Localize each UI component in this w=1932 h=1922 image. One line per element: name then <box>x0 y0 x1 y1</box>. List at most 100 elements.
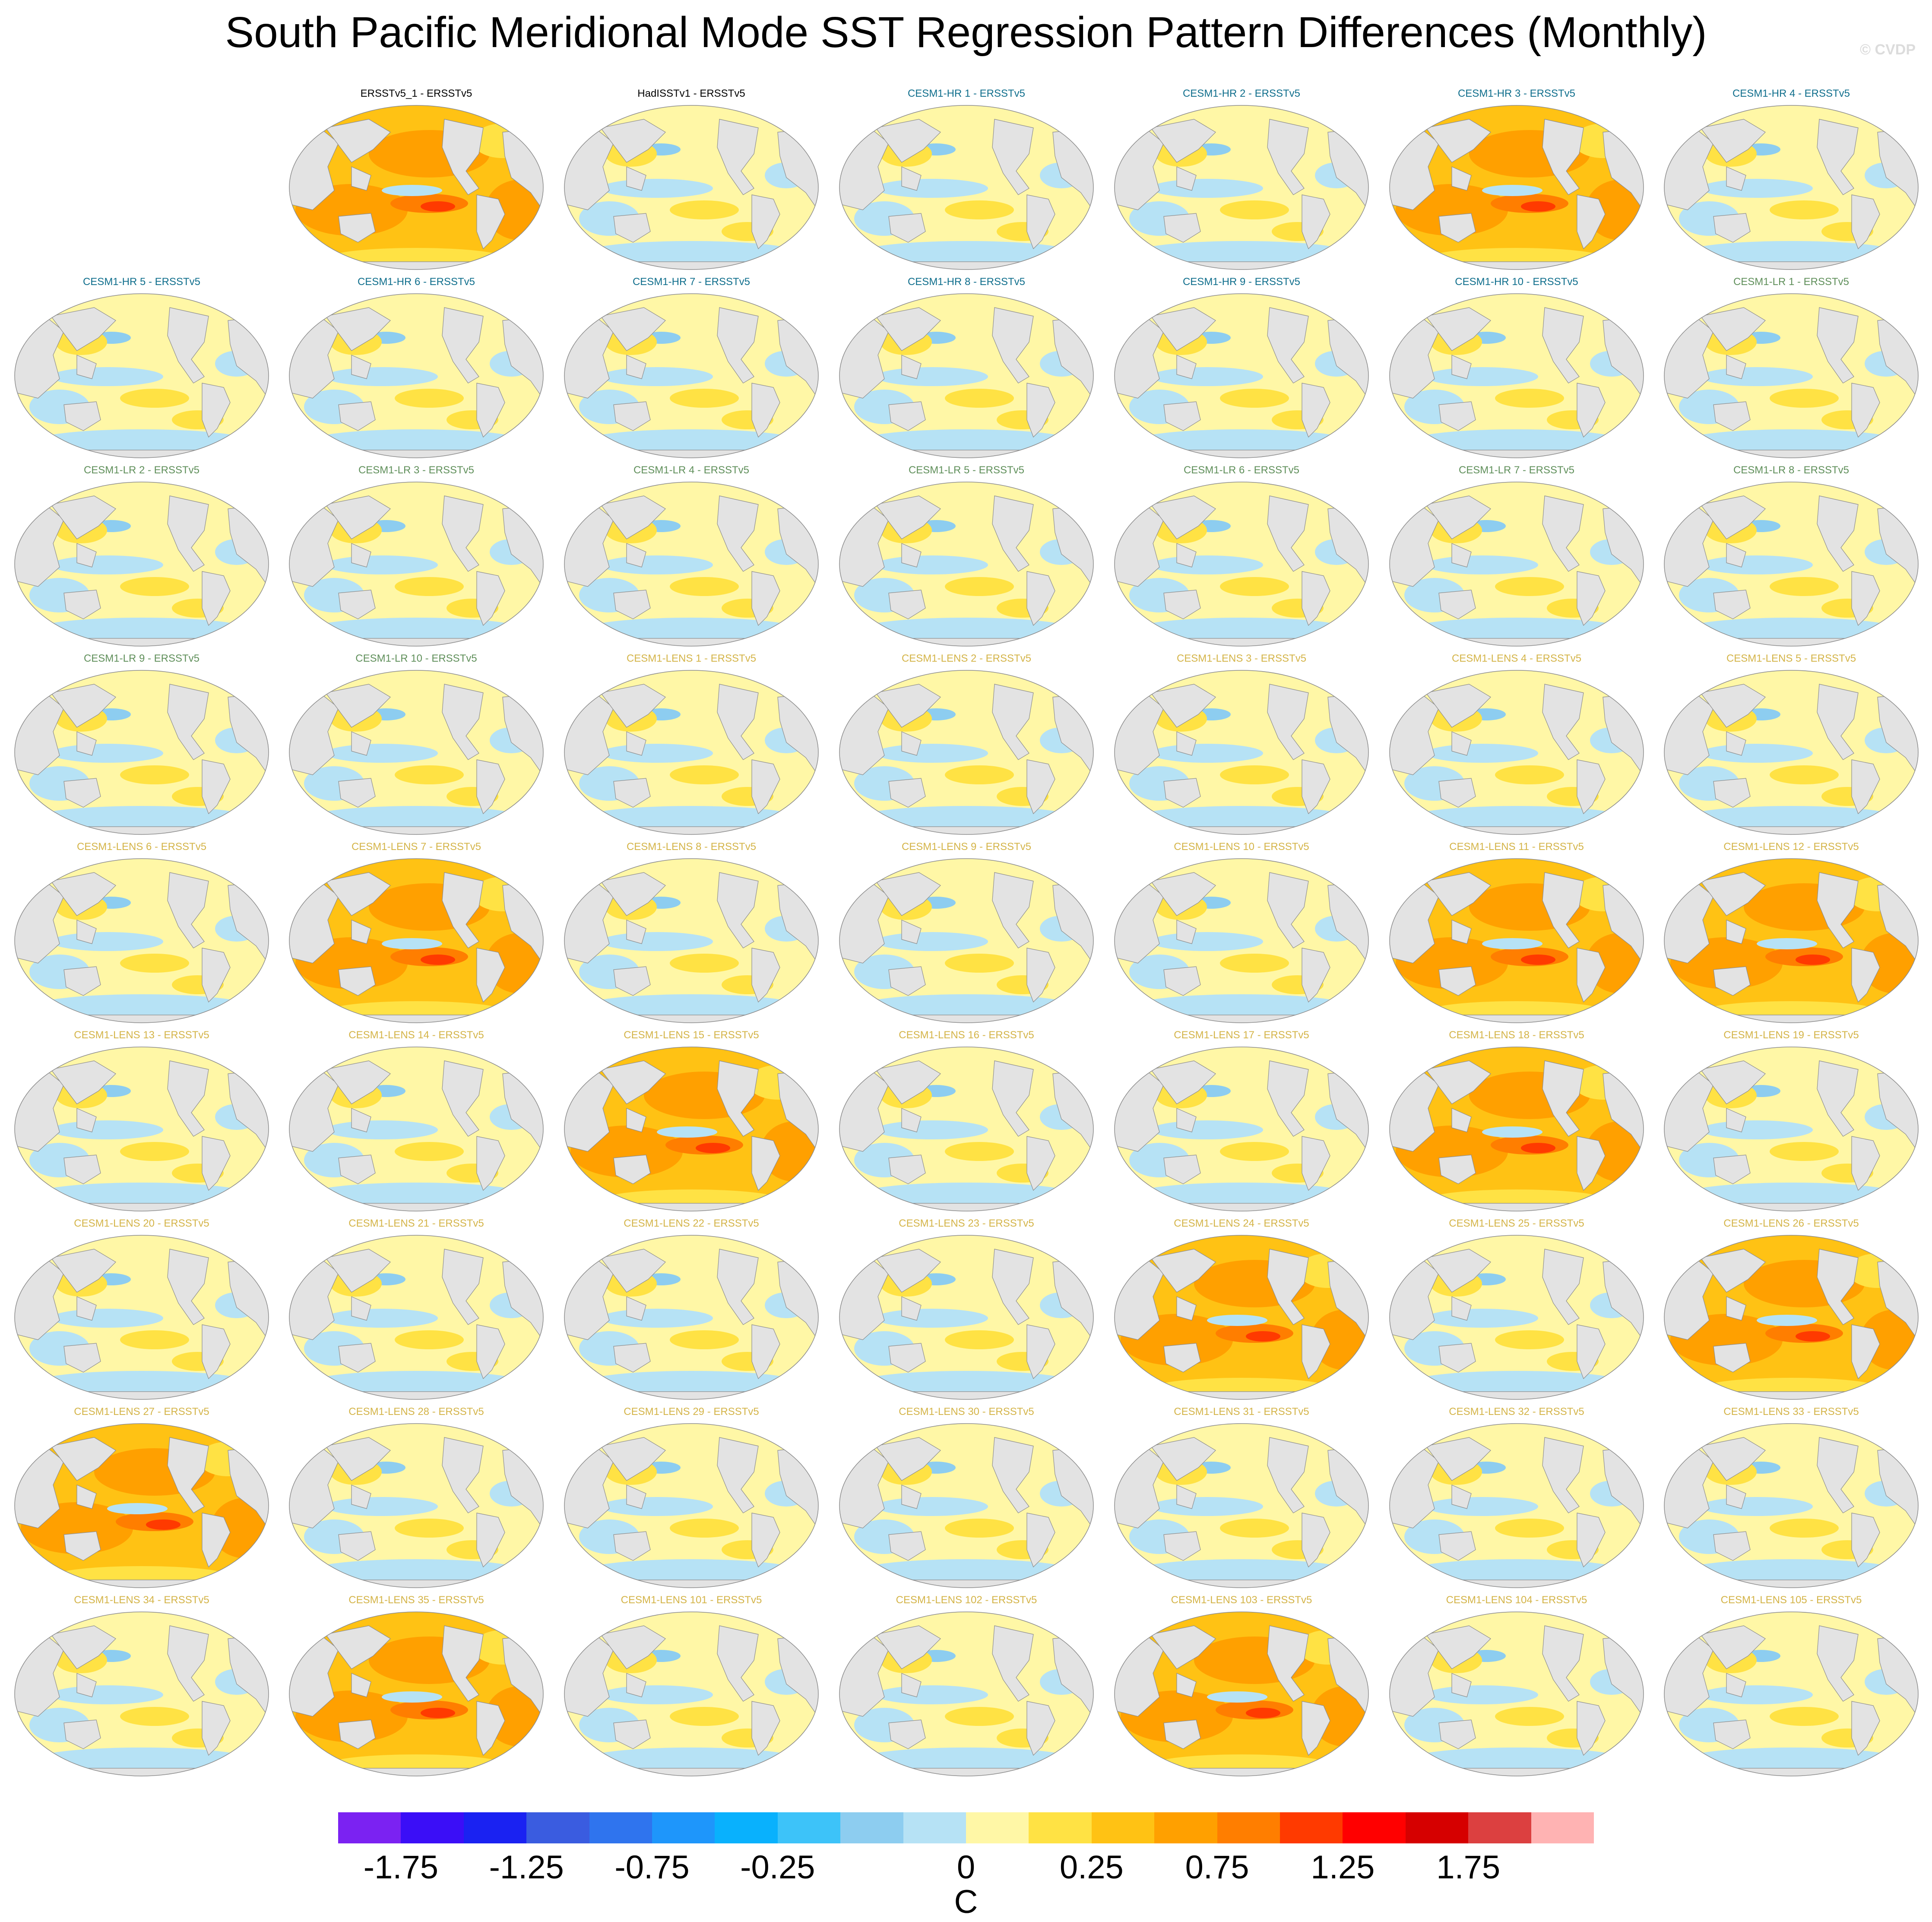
panel-title: CESM1-LENS 29 - ERSSTv5 <box>624 1406 759 1418</box>
world-map-icon <box>839 482 1094 647</box>
colorbar-box <box>1405 1812 1469 1843</box>
world-map-icon <box>1389 1611 1644 1776</box>
map-panel: HadISSTv1 - ERSSTv5 <box>557 86 825 276</box>
colorbar-box <box>589 1812 652 1843</box>
panel-title: CESM1-LENS 6 - ERSSTv5 <box>76 841 207 853</box>
panel-title: CESM1-HR 3 - ERSSTv5 <box>1457 88 1576 99</box>
colorbar-tick-label: 0.25 <box>1059 1849 1124 1886</box>
colorbar-box <box>1280 1812 1343 1843</box>
panel-title: CESM1-LENS 1 - ERSSTv5 <box>626 653 757 664</box>
panel-title: CESM1-LR 5 - ERSSTv5 <box>908 464 1025 476</box>
world-map-icon <box>1389 1423 1644 1588</box>
map-panel: CESM1-HR 3 - ERSSTv5 <box>1383 86 1650 276</box>
world-map-icon <box>564 482 819 647</box>
map-panel: CESM1-LENS 30 - ERSSTv5 <box>833 1405 1100 1595</box>
colorbar-box <box>652 1812 715 1843</box>
world-map-icon <box>14 1611 269 1776</box>
colorbar-tick-label: 1.25 <box>1311 1849 1375 1886</box>
map-panel: CESM1-LENS 105 - ERSSTv5 <box>1657 1593 1925 1783</box>
map-panel: CESM1-LENS 12 - ERSSTv5 <box>1657 840 1925 1030</box>
panel-title: CESM1-HR 1 - ERSSTv5 <box>907 88 1026 99</box>
map-panel: CESM1-LENS 4 - ERSSTv5 <box>1383 651 1650 841</box>
panel-title: CESM1-LENS 9 - ERSSTv5 <box>901 841 1032 853</box>
panel-title: CESM1-LENS 11 - ERSSTv5 <box>1449 841 1584 853</box>
panel-title: CESM1-LENS 4 - ERSSTv5 <box>1451 653 1582 664</box>
world-map-icon <box>14 1235 269 1400</box>
map-panel: CESM1-HR 4 - ERSSTv5 <box>1657 86 1925 276</box>
world-map-icon <box>839 1611 1094 1776</box>
world-map-icon <box>839 105 1094 270</box>
world-map-icon <box>14 1047 269 1212</box>
panel-title: CESM1-LENS 34 - ERSSTv5 <box>74 1594 209 1606</box>
panel-title: CESM1-LR 2 - ERSSTv5 <box>83 464 200 476</box>
map-panel: CESM1-LR 6 - ERSSTv5 <box>1108 463 1375 653</box>
colorbar-box <box>1468 1812 1532 1843</box>
colorbar-box <box>903 1812 966 1843</box>
world-map-icon <box>14 670 269 835</box>
world-map-icon <box>564 1047 819 1212</box>
colorbar-tick-label: -0.25 <box>740 1849 815 1886</box>
world-map-icon <box>839 858 1094 1023</box>
panel-title: CESM1-LENS 10 - ERSSTv5 <box>1174 841 1309 853</box>
panel-title: CESM1-LENS 19 - ERSSTv5 <box>1723 1029 1859 1041</box>
colorbar-box <box>1029 1812 1092 1843</box>
panel-title: CESM1-LENS 15 - ERSSTv5 <box>624 1029 759 1041</box>
world-map-icon <box>564 1235 819 1400</box>
world-map-icon <box>289 105 544 270</box>
panel-title: CESM1-LENS 12 - ERSSTv5 <box>1723 841 1859 853</box>
figure-title: South Pacific Meridional Mode SST Regres… <box>225 8 1707 57</box>
panel-title: CESM1-LR 7 - ERSSTv5 <box>1458 464 1575 476</box>
world-map-icon <box>1664 1235 1919 1400</box>
world-map-icon <box>1664 105 1919 270</box>
world-map-icon <box>1664 1423 1919 1588</box>
map-panel: CESM1-LENS 25 - ERSSTv5 <box>1383 1216 1650 1406</box>
panel-title: CESM1-LENS 35 - ERSSTv5 <box>348 1594 484 1606</box>
map-panel: CESM1-LENS 15 - ERSSTv5 <box>557 1028 825 1218</box>
colorbar-box <box>1154 1812 1218 1843</box>
panel-title: CESM1-LR 1 - ERSSTv5 <box>1733 276 1850 288</box>
panel-title: CESM1-LR 4 - ERSSTv5 <box>633 464 750 476</box>
world-map-icon <box>289 1423 544 1588</box>
colorbar-box <box>338 1812 401 1843</box>
panel-title: CESM1-HR 6 - ERSSTv5 <box>357 276 475 288</box>
map-panel: CESM1-LENS 22 - ERSSTv5 <box>557 1216 825 1406</box>
panel-title: CESM1-HR 7 - ERSSTv5 <box>632 276 751 288</box>
map-panel: CESM1-HR 2 - ERSSTv5 <box>1108 86 1375 276</box>
panel-title: CESM1-LENS 20 - ERSSTv5 <box>74 1218 209 1229</box>
panel-title: CESM1-LENS 21 - ERSSTv5 <box>348 1218 484 1229</box>
world-map-icon <box>839 1047 1094 1212</box>
panel-title: CESM1-LR 8 - ERSSTv5 <box>1733 464 1850 476</box>
panel-title: CESM1-LENS 16 - ERSSTv5 <box>899 1029 1034 1041</box>
panel-title: CESM1-LENS 5 - ERSSTv5 <box>1726 653 1856 664</box>
colorbar-box <box>1531 1812 1594 1843</box>
map-panel: CESM1-LENS 101 - ERSSTv5 <box>557 1593 825 1783</box>
panel-title: ERSSTv5_1 - ERSSTv5 <box>360 88 472 99</box>
map-panel: CESM1-LENS 17 - ERSSTv5 <box>1108 1028 1375 1218</box>
map-panel: CESM1-LENS 8 - ERSSTv5 <box>557 840 825 1030</box>
panel-title: CESM1-LENS 31 - ERSSTv5 <box>1174 1406 1309 1418</box>
world-map-icon <box>1114 1047 1369 1212</box>
map-panel: CESM1-LENS 5 - ERSSTv5 <box>1657 651 1925 841</box>
world-map-icon <box>839 670 1094 835</box>
map-panel: CESM1-LENS 24 - ERSSTv5 <box>1108 1216 1375 1406</box>
map-panel: CESM1-HR 9 - ERSSTv5 <box>1108 275 1375 465</box>
world-map-icon <box>1114 1611 1369 1776</box>
map-panel: ERSSTv5_1 - ERSSTv5 <box>282 86 550 276</box>
world-map-icon <box>1664 1611 1919 1776</box>
world-map-icon <box>289 293 544 458</box>
world-map-icon <box>1664 1047 1919 1212</box>
map-panel: CESM1-LENS 33 - ERSSTv5 <box>1657 1405 1925 1595</box>
map-panel: CESM1-LR 5 - ERSSTv5 <box>833 463 1100 653</box>
panel-title: CESM1-LR 6 - ERSSTv5 <box>1183 464 1300 476</box>
map-panel: CESM1-LENS 20 - ERSSTv5 <box>8 1216 276 1406</box>
panel-title: CESM1-HR 2 - ERSSTv5 <box>1182 88 1301 99</box>
map-panel: CESM1-LENS 9 - ERSSTv5 <box>833 840 1100 1030</box>
colorbar-box <box>463 1812 527 1843</box>
colorbar-box <box>715 1812 778 1843</box>
world-map-icon <box>564 1611 819 1776</box>
panel-title: CESM1-LENS 103 - ERSSTv5 <box>1171 1594 1312 1606</box>
map-panel: CESM1-LENS 1 - ERSSTv5 <box>557 651 825 841</box>
panel-title: CESM1-LENS 33 - ERSSTv5 <box>1723 1406 1859 1418</box>
panel-title: CESM1-LENS 7 - ERSSTv5 <box>351 841 481 853</box>
world-map-icon <box>1389 293 1644 458</box>
